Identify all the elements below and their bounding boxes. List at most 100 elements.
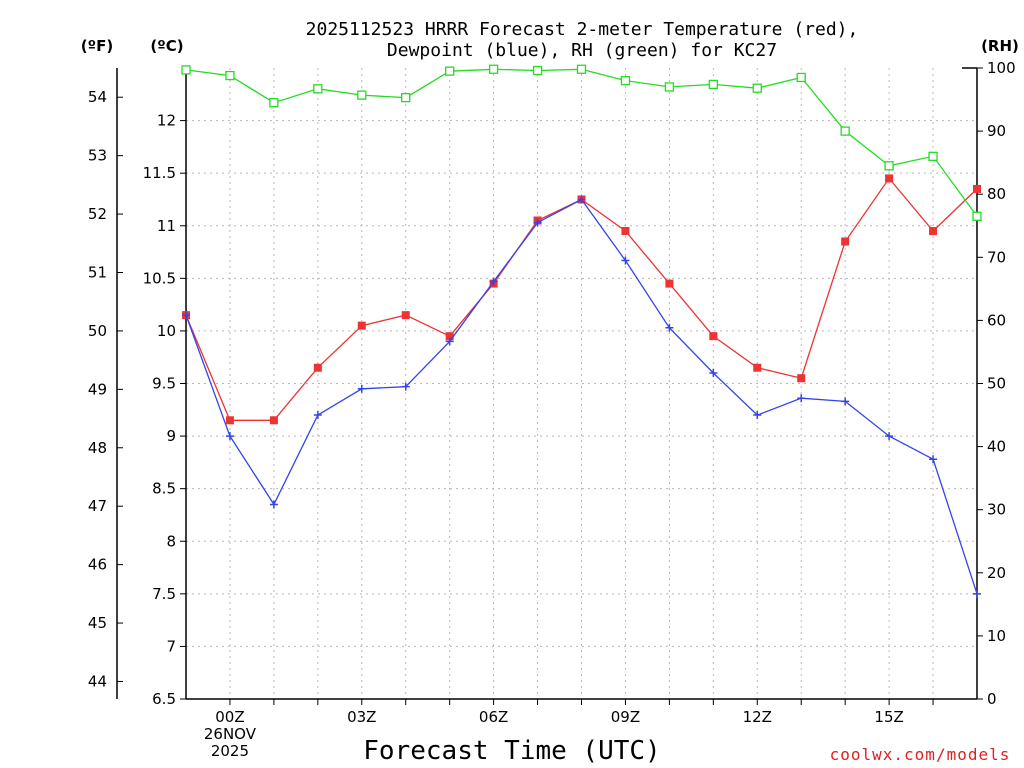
temperature-point <box>841 237 850 246</box>
fahrenheit-tick-label: 49 <box>88 380 107 398</box>
temperature-point <box>401 311 410 320</box>
x-tick-label: 26NOV <box>204 725 257 743</box>
rh-point <box>532 65 543 76</box>
dewpoint-point <box>797 394 806 403</box>
dewpoint-point <box>445 337 454 346</box>
temperature-point <box>313 363 322 372</box>
dewpoint-point <box>577 195 586 204</box>
rh-point <box>357 90 367 100</box>
temperature-point <box>929 227 938 236</box>
dewpoint-line <box>185 198 978 595</box>
dewpoint-point <box>973 589 981 598</box>
celsius-tick-label: 7 <box>166 637 176 655</box>
rh-tick-label: 90 <box>987 122 1006 140</box>
rh-tick-label: 30 <box>987 501 1006 519</box>
dewpoint-point <box>313 411 322 420</box>
x-tick-label: 15Z <box>874 708 903 726</box>
x-tick-label: 09Z <box>611 708 640 726</box>
rh-point <box>884 161 894 171</box>
rh-point <box>488 64 499 74</box>
rh-tick-label: 100 <box>987 59 1016 77</box>
rh-unit-label: (RH) <box>981 37 1019 55</box>
x-tick-label: 12Z <box>743 708 772 726</box>
rh-point <box>796 72 806 83</box>
rh-tick-label: 70 <box>987 248 1006 266</box>
rh-tick-label: 40 <box>987 438 1006 456</box>
dewpoint-point <box>841 397 850 406</box>
data-series <box>181 64 982 598</box>
rh-point <box>401 93 411 103</box>
dewpoint-point <box>225 432 234 441</box>
chart-title-line-2: Dewpoint (blue), RH (green) for KC27 <box>387 40 777 61</box>
fahrenheit-tick-label: 54 <box>88 88 107 106</box>
fahrenheit-tick-label: 51 <box>88 263 107 281</box>
rh-point <box>181 65 191 75</box>
celsius-tick-label: 11 <box>157 217 176 235</box>
celsius-unit-label: (ºC) <box>150 37 183 55</box>
credit-link[interactable]: coolwx.com/models <box>830 745 1011 764</box>
dewpoint-point <box>401 382 410 391</box>
celsius-tick-label: 10.5 <box>143 269 176 287</box>
chart-title-line-1: 2025112523 HRRR Forecast 2-meter Tempera… <box>306 19 859 40</box>
celsius-tick-label: 10 <box>157 322 176 340</box>
rh-point <box>225 70 235 81</box>
rh-point <box>576 64 587 74</box>
x-tick-label: 06Z <box>479 708 508 726</box>
celsius-tick-label: 6.5 <box>152 690 176 708</box>
fahrenheit-tick-label: 53 <box>88 147 107 165</box>
fahrenheit-tick-label: 48 <box>88 439 107 457</box>
rh-tick-label: 80 <box>987 185 1006 203</box>
temperature-point <box>665 279 674 288</box>
temperature-point <box>621 227 630 236</box>
x-tick-label: 03Z <box>347 708 376 726</box>
rh-point <box>840 126 850 136</box>
fahrenheit-tick-label: 50 <box>88 322 107 340</box>
x-axis-label: Forecast Time (UTC) <box>363 736 660 766</box>
rh-tick-label: 10 <box>987 627 1006 645</box>
rh-point <box>313 84 323 94</box>
celsius-tick-label: 8 <box>166 532 176 550</box>
rh-point <box>708 79 718 90</box>
temperature-point <box>709 332 718 341</box>
celsius-tick-label: 12 <box>157 112 176 130</box>
x-tick-label: 00Z <box>215 708 244 726</box>
fahrenheit-tick-label: 52 <box>88 205 107 223</box>
rh-tick-label: 20 <box>987 564 1006 582</box>
dewpoint-point <box>182 311 190 320</box>
rh-tick-label: 0 <box>987 690 997 708</box>
rh-point <box>752 83 762 93</box>
rh-tick-label: 60 <box>987 311 1006 329</box>
dewpoint-point <box>885 432 894 441</box>
temperature-point <box>225 416 234 425</box>
celsius-tick-label: 7.5 <box>152 585 176 603</box>
temperature-point <box>445 332 454 341</box>
temperature-line <box>185 177 978 421</box>
temperature-point <box>753 363 762 372</box>
rh-tick-label: 50 <box>987 375 1006 393</box>
temperature-point <box>357 321 366 330</box>
rh-point <box>664 82 675 92</box>
rh-point <box>972 211 982 221</box>
fahrenheit-unit-label: (ºF) <box>81 37 113 55</box>
dewpoint-point <box>665 323 674 332</box>
dewpoint-point <box>621 256 630 265</box>
celsius-tick-label: 8.5 <box>152 480 176 498</box>
fahrenheit-tick-label: 44 <box>88 672 107 690</box>
rh-point <box>269 98 279 108</box>
dewpoint-point <box>709 368 718 377</box>
rh-point <box>928 151 938 161</box>
dewpoint-point <box>489 277 498 286</box>
rh-point <box>620 75 631 86</box>
dewpoint-point <box>753 411 762 420</box>
fahrenheit-tick-label: 46 <box>88 556 107 574</box>
celsius-tick-label: 9.5 <box>152 375 176 393</box>
rh-point <box>445 66 455 76</box>
fahrenheit-tick-label: 47 <box>88 497 107 515</box>
temperature-point <box>269 416 278 425</box>
dewpoint-point <box>269 500 278 509</box>
celsius-tick-label: 11.5 <box>143 164 176 182</box>
tick-labels: 6.5 7 7.5 8 8.5 9 9.5 10 10.5 11 11.5 12 44 45 46 47 48 4… <box>88 59 1016 760</box>
celsius-tick-label: 9 <box>166 427 176 445</box>
dewpoint-point <box>533 218 542 227</box>
dewpoint-point <box>357 384 366 393</box>
